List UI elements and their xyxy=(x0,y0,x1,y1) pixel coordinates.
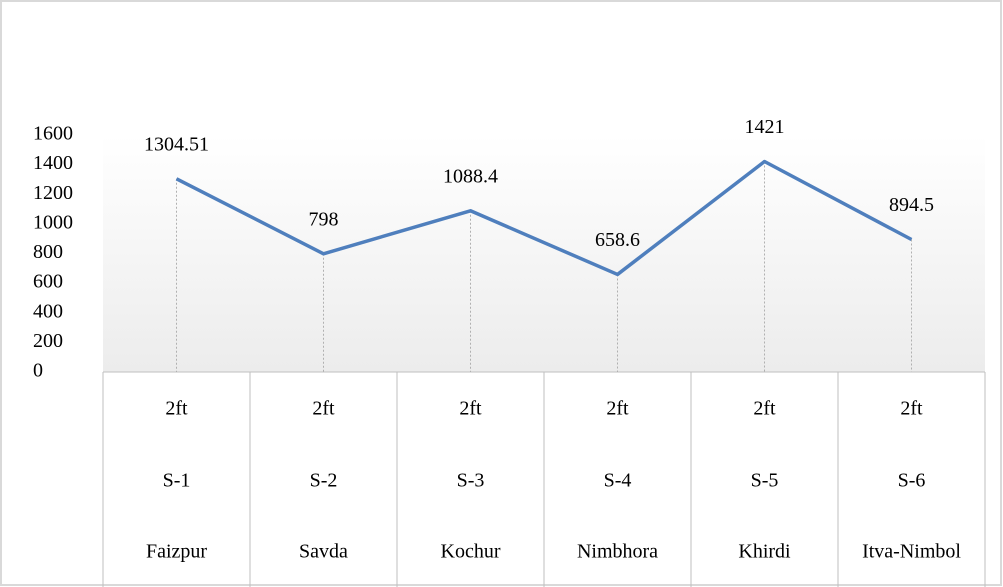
x-tick-label: S-1 xyxy=(163,470,191,492)
x-tick-label: 2ft xyxy=(459,398,482,420)
data-line xyxy=(175,159,913,277)
y-tick-label: 600 xyxy=(33,271,63,293)
data-label: 658.6 xyxy=(595,229,640,251)
y-tick-label: 400 xyxy=(33,300,63,322)
y-tick-label: 0 xyxy=(33,360,43,382)
y-tick-label: 1400 xyxy=(33,152,73,174)
x-tick-label: 2ft xyxy=(312,398,335,420)
x-tick-label: S-3 xyxy=(457,470,485,492)
x-tick-label: S-6 xyxy=(898,470,926,492)
x-tick-label: 2ft xyxy=(753,398,776,420)
x-tick-label: 2ft xyxy=(606,398,629,420)
data-label: 798 xyxy=(309,208,339,230)
x-tick-label: Khirdi xyxy=(738,541,791,563)
x-tick-label: Nimbhora xyxy=(577,541,658,563)
y-tick-label: 1000 xyxy=(33,211,73,233)
data-label: 894.5 xyxy=(889,194,934,216)
x-tick-label: 2ft xyxy=(165,398,188,420)
x-tick-label: Itva-Nimbol xyxy=(862,541,961,563)
x-tick-label: S-5 xyxy=(751,470,779,492)
y-tick-label: 800 xyxy=(33,241,63,263)
data-label: 1421 xyxy=(745,116,785,138)
x-tick-label: 2ft xyxy=(900,398,923,420)
x-tick-label: Savda xyxy=(299,541,348,563)
data-label: 1304.51 xyxy=(144,133,209,155)
x-tick-label: Faizpur xyxy=(146,541,207,563)
x-tick-label: S-4 xyxy=(604,470,632,492)
x-tick-label: Kochur xyxy=(441,541,501,563)
plot-area xyxy=(103,135,985,372)
data-label: 1088.4 xyxy=(443,165,498,187)
y-tick-label: 200 xyxy=(33,330,63,352)
y-tick-label: 1600 xyxy=(33,123,73,145)
x-tick-label: S-2 xyxy=(310,470,338,492)
y-tick-label: 1200 xyxy=(33,182,73,204)
